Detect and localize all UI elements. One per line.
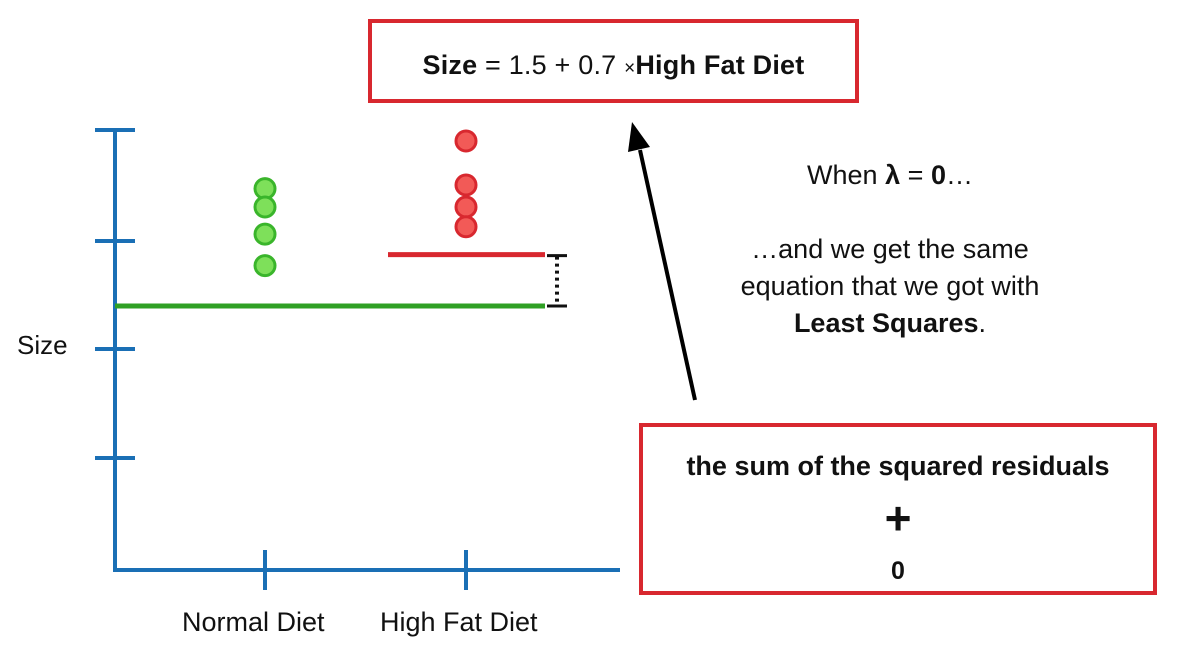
x-tick-label-high-fat-diet: High Fat Diet — [380, 607, 538, 637]
lambda-line: When λ = 0… — [700, 157, 1080, 194]
x-tick-label-normal-diet: Normal Diet — [182, 607, 325, 637]
note-line-2: …and we get the same — [751, 234, 1029, 264]
note-line-4: Least Squares. — [680, 305, 1100, 342]
arrow-to-equation — [628, 122, 697, 401]
lambda-zero: 0 — [930, 160, 946, 190]
plus-sign: + — [884, 492, 912, 544]
note-period: . — [978, 308, 987, 338]
data-points — [253, 129, 478, 278]
equation-lhs: Size — [422, 50, 478, 80]
normal-diet-point — [253, 222, 277, 246]
lambda-ellipsis: … — [945, 160, 973, 190]
chart-axes — [95, 128, 620, 590]
lambda-symbol: λ — [885, 160, 901, 190]
normal-diet-point — [253, 254, 277, 278]
high-fat-diet-point — [454, 195, 478, 219]
least-squares-text: Least Squares — [793, 308, 979, 338]
penalty-box: the sum of the squared residuals + 0 — [639, 423, 1157, 595]
normal-diet-point — [253, 195, 277, 219]
equation-text: Size = 1.5 + 0.7 ×High Fat Diet — [372, 50, 855, 81]
fit-lines — [115, 252, 567, 309]
high-fat-diet-point — [454, 215, 478, 239]
y-axis-label: Size — [17, 330, 68, 360]
least-squares-note: …and we get the same equation that we go… — [680, 231, 1100, 342]
note-line-3: equation that we got with — [740, 271, 1040, 301]
equation-expression: 1.5 + 0.7 — [508, 50, 617, 80]
equation-box: Size = 1.5 + 0.7 ×High Fat Diet — [368, 19, 859, 103]
when-text: When — [807, 160, 878, 190]
lambda-equals: = — [907, 160, 924, 190]
lambda-note: When λ = 0… — [700, 157, 1080, 194]
sum-of-squared-residuals-text: the sum of the squared residuals — [686, 451, 1110, 481]
high-fat-diet-point — [454, 173, 478, 197]
equation-equals: = — [485, 50, 502, 80]
penalty-value: 0 — [891, 557, 905, 585]
equation-times: × — [624, 58, 636, 79]
high-fat-diet-point — [454, 129, 478, 153]
equation-rhs: High Fat Diet — [635, 50, 805, 80]
